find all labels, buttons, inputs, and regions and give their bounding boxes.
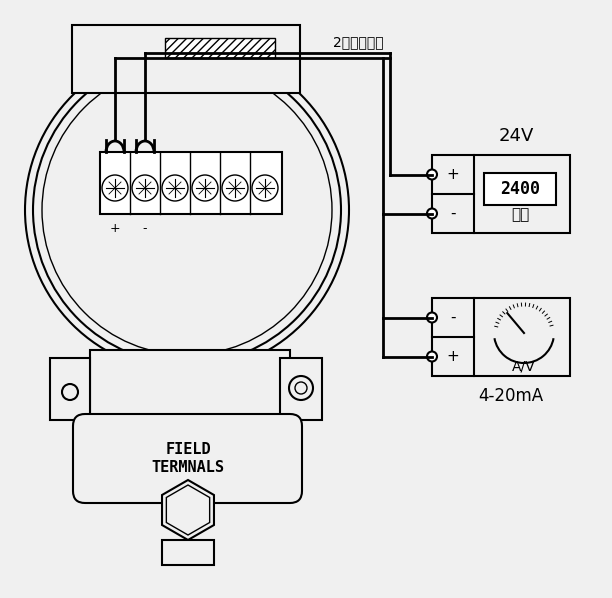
- Text: 4-20mA: 4-20mA: [479, 387, 543, 405]
- Circle shape: [252, 175, 278, 201]
- Text: +: +: [447, 349, 460, 364]
- Text: +: +: [110, 222, 121, 235]
- Bar: [100, 152, 282, 214]
- Text: -: -: [143, 222, 147, 235]
- Bar: [484, 173, 556, 205]
- Bar: [90, 350, 290, 428]
- Circle shape: [192, 175, 218, 201]
- Circle shape: [295, 382, 307, 394]
- Bar: [72, 25, 300, 93]
- Circle shape: [162, 175, 188, 201]
- Circle shape: [427, 352, 437, 362]
- Text: 2400: 2400: [500, 180, 540, 198]
- Text: TERMNALS: TERMNALS: [152, 460, 225, 475]
- Text: -: -: [450, 206, 456, 221]
- Circle shape: [132, 175, 158, 201]
- Text: 电源: 电源: [511, 208, 529, 222]
- Bar: [280, 358, 322, 420]
- Circle shape: [289, 376, 313, 400]
- FancyBboxPatch shape: [73, 414, 302, 503]
- Circle shape: [222, 175, 248, 201]
- Circle shape: [427, 169, 437, 179]
- Circle shape: [427, 209, 437, 218]
- Bar: [432, 155, 570, 233]
- Polygon shape: [162, 480, 214, 540]
- Circle shape: [62, 384, 78, 400]
- Text: FIELD: FIELD: [165, 441, 211, 456]
- Bar: [162, 540, 214, 565]
- Bar: [50, 358, 90, 420]
- Circle shape: [427, 313, 437, 322]
- Bar: [165, 38, 275, 58]
- Text: A/V: A/V: [512, 359, 536, 373]
- Circle shape: [25, 48, 349, 372]
- Text: 2线不分极性: 2线不分极性: [333, 35, 384, 49]
- Text: +: +: [447, 167, 460, 182]
- Circle shape: [102, 175, 128, 201]
- Text: -: -: [450, 310, 456, 325]
- Bar: [432, 298, 570, 376]
- Text: 24V: 24V: [498, 127, 534, 145]
